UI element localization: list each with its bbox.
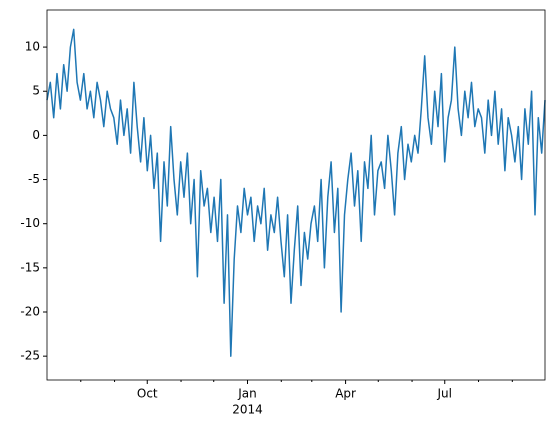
y-tick-label: 10 <box>25 40 40 54</box>
x-tick-label: Jul <box>437 387 452 401</box>
x-tick-label: Oct <box>137 387 158 401</box>
y-tick-label: -25 <box>20 349 40 363</box>
x-tick-label: Apr <box>335 387 356 401</box>
y-tick-label: -15 <box>20 260 40 274</box>
y-tick-label: 0 <box>32 128 40 142</box>
series-line <box>46 28 546 357</box>
plot-frame <box>46 9 546 381</box>
y-tick-label: -5 <box>28 172 40 186</box>
y-tick-label: -10 <box>20 216 40 230</box>
y-tick-label: -20 <box>20 305 40 319</box>
y-tick-label: 5 <box>32 84 40 98</box>
x-tick-label: Jan <box>237 387 257 401</box>
x-year-label: 2014 <box>232 403 263 417</box>
